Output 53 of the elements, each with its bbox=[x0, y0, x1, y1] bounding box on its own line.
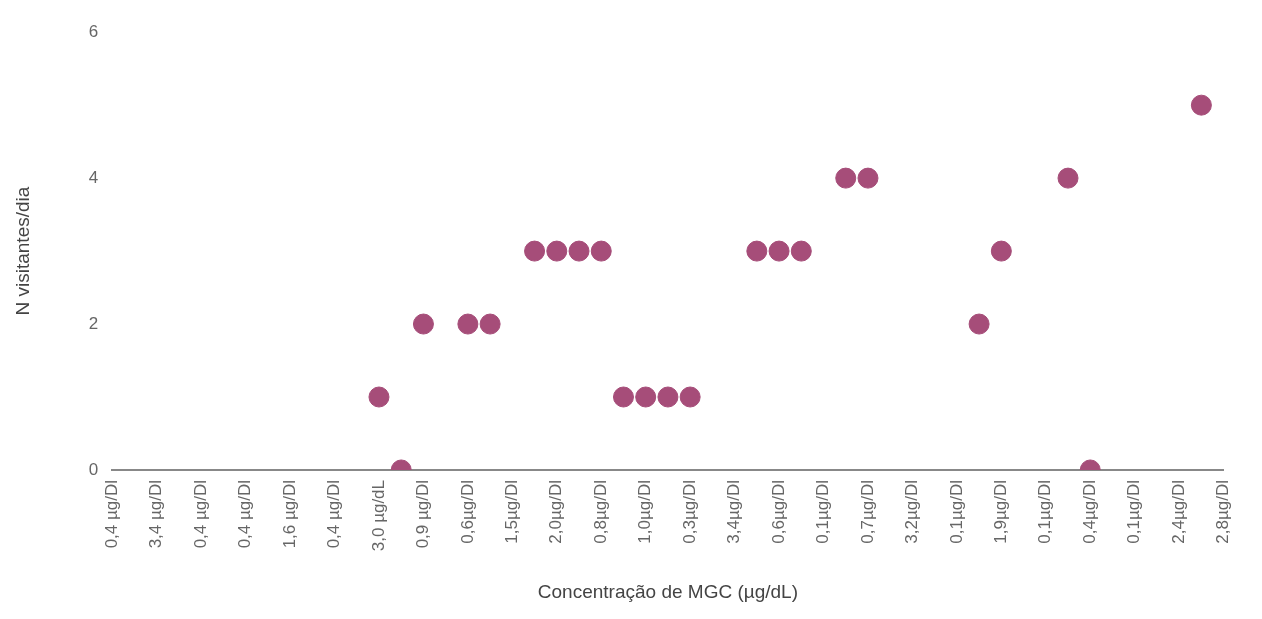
x-tick-label: 0,7µg/Dl bbox=[857, 479, 877, 544]
x-tick-label: 0,3µg/Dl bbox=[679, 479, 699, 544]
point bbox=[635, 386, 657, 408]
point bbox=[546, 240, 568, 262]
y-tick-label: 6 bbox=[88, 21, 99, 41]
x-tick-label: 0,4 µg/Dl bbox=[324, 479, 344, 549]
point bbox=[790, 240, 812, 262]
x-tick-label: 0,6µg/Dl bbox=[768, 479, 788, 544]
point bbox=[368, 386, 390, 408]
point bbox=[568, 240, 590, 262]
x-tick-label: 2,0µg/Dl bbox=[546, 479, 566, 544]
point bbox=[590, 240, 612, 262]
x-tick-label: 1,0µg/Dl bbox=[635, 479, 655, 544]
x-tick-label: 0,4 µg/Dl bbox=[190, 479, 210, 549]
x-tick-label: 2,8µg/Dl bbox=[1213, 479, 1233, 544]
x-tick-label: 1,9µg/Dl bbox=[991, 479, 1011, 544]
point bbox=[479, 313, 501, 335]
point bbox=[857, 167, 879, 189]
x-tick-label: 3,4µg/Dl bbox=[724, 479, 744, 544]
y-tick-label: 2 bbox=[88, 313, 99, 333]
x-tick-label: 0,1µg/Dl bbox=[946, 479, 966, 544]
y-axis-title: N visitantes/dia bbox=[11, 186, 33, 316]
x-tick-label: 2,4µg/Dl bbox=[1168, 479, 1188, 544]
point bbox=[1190, 94, 1212, 116]
x-axis-title: Concentração de MGC (µg/dL) bbox=[537, 580, 799, 602]
point bbox=[1057, 167, 1079, 189]
x-tick-label: 0,1µg/Dl bbox=[1124, 479, 1144, 544]
point bbox=[768, 240, 790, 262]
point bbox=[457, 313, 479, 335]
point bbox=[657, 386, 679, 408]
x-tick-label: 0,1µg/Dl bbox=[813, 479, 833, 544]
x-tick-label: 0,4 µg/Dl bbox=[235, 479, 255, 549]
x-tick-label: 3,0 µg/dL bbox=[368, 479, 388, 552]
x-tick-label: 3,4 µg/Dl bbox=[146, 479, 166, 549]
point bbox=[746, 240, 768, 262]
point bbox=[968, 313, 990, 335]
point bbox=[612, 386, 634, 408]
y-tick-label: 4 bbox=[88, 167, 99, 187]
x-tick-label: 0,6µg/Dl bbox=[457, 479, 477, 544]
x-tick-label: 0,4 µg/Dl bbox=[101, 479, 121, 549]
point bbox=[412, 313, 434, 335]
x-tick-label: 0,1µg/Dl bbox=[1035, 479, 1055, 544]
point bbox=[835, 167, 857, 189]
x-tick-label: 3,2µg/Dl bbox=[902, 479, 922, 544]
x-tick-label: 0,4µg/Dl bbox=[1079, 479, 1099, 544]
x-tick-label: 0,9 µg/Dl bbox=[413, 479, 433, 549]
x-tick-label: 1,5µg/Dl bbox=[502, 479, 522, 544]
x-tick-label: 0,8µg/Dl bbox=[590, 479, 610, 544]
point bbox=[524, 240, 546, 262]
y-tick-label: 0 bbox=[88, 459, 99, 479]
x-tick-label: 1,6 µg/Dl bbox=[279, 479, 299, 549]
point bbox=[990, 240, 1012, 262]
point bbox=[679, 386, 701, 408]
